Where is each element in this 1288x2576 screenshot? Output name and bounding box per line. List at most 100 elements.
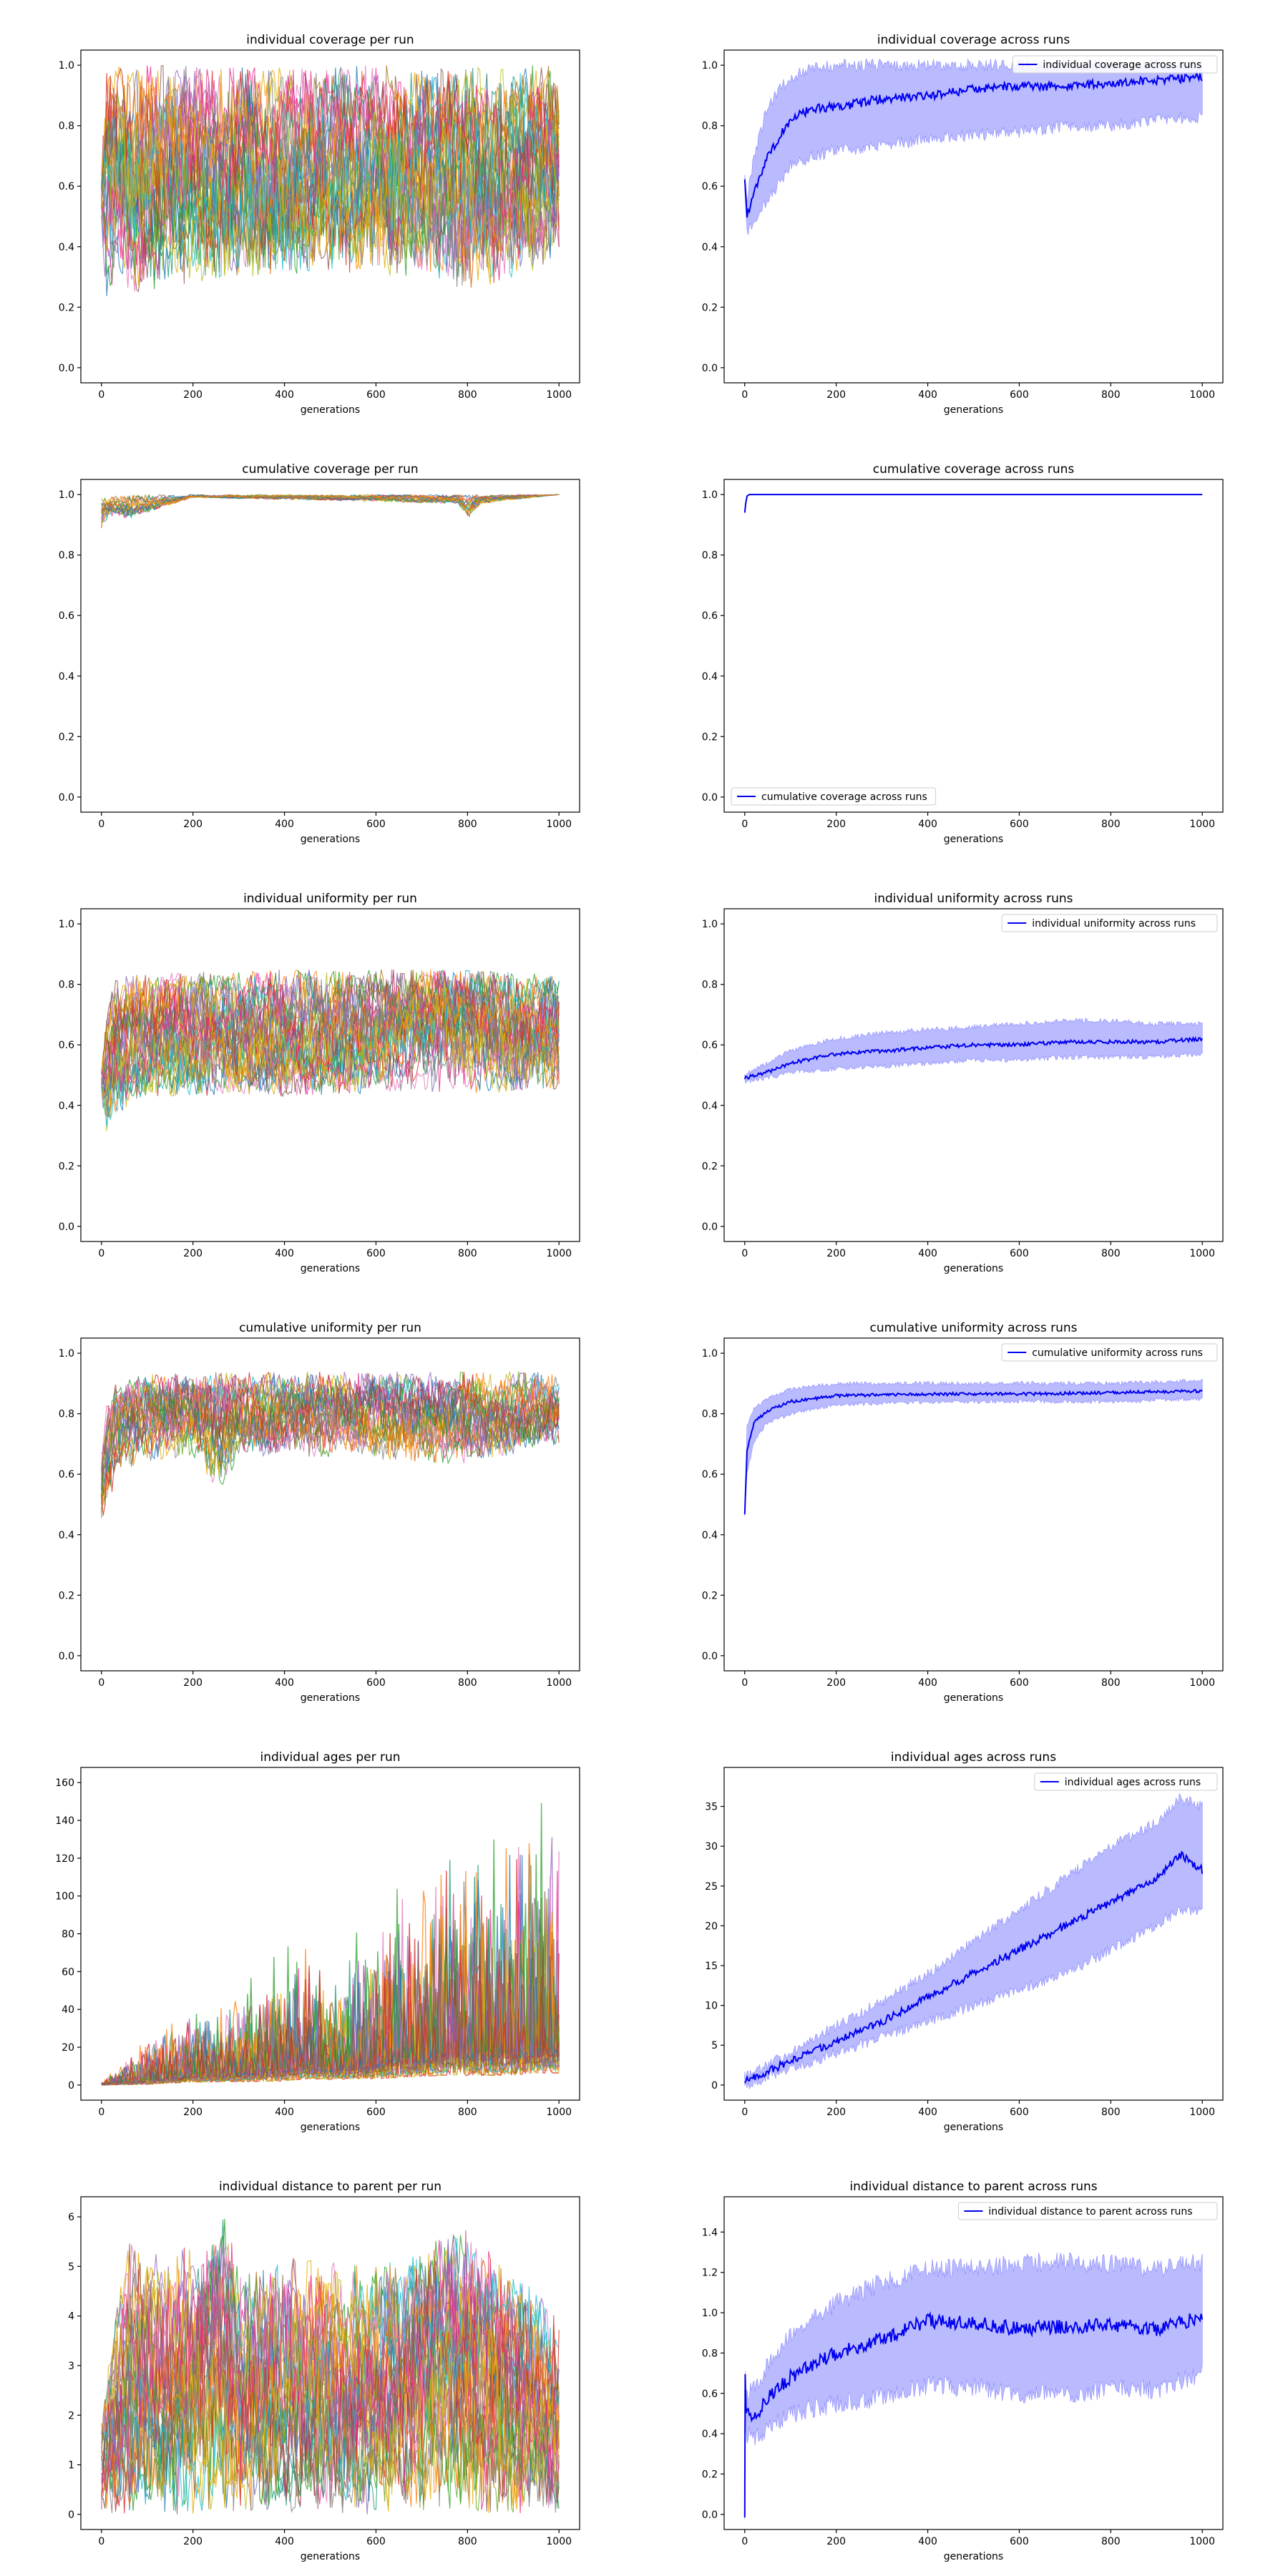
x-tick-label: 800: [458, 2536, 477, 2547]
y-tick-label: 0.6: [702, 610, 718, 622]
y-tick-label: 0.8: [702, 2348, 718, 2359]
run-line: [101, 494, 560, 514]
plot-area: [101, 1802, 560, 2087]
x-tick-label: 600: [366, 819, 386, 830]
x-tick-label: 200: [183, 389, 203, 401]
x-tick-label: 200: [826, 819, 846, 830]
x-tick-label: 0: [741, 1248, 748, 1259]
legend-box: [1012, 55, 1218, 74]
x-axis-label: generations: [944, 404, 1003, 416]
mean-line: [743, 70, 1203, 218]
y-tick-label: 25: [705, 1881, 718, 1893]
x-tick-label: 0: [98, 1248, 104, 1259]
axes-frame: [80, 1767, 580, 2101]
plot-area: [743, 1792, 1204, 2090]
confidence-band: [744, 1018, 1203, 1084]
run-line: [101, 494, 560, 515]
y-tick-label: 0.0: [702, 792, 718, 804]
x-tick-label: 0: [741, 1677, 748, 1689]
x-tick-label: 400: [918, 1248, 937, 1259]
x-axis-label: generations: [301, 2551, 360, 2562]
y-tick-label: 100: [55, 1891, 74, 1903]
y-tick-label: 0.4: [702, 2429, 718, 2440]
x-tick-label: 600: [366, 1677, 386, 1689]
run-line: [101, 2247, 560, 2507]
x-tick-label: 200: [826, 1248, 846, 1259]
run-line: [101, 494, 560, 526]
y-tick-label: 0.0: [59, 792, 74, 804]
y-tick-label: 0: [68, 2509, 74, 2521]
y-tick-label: 6: [68, 2212, 74, 2223]
x-tick-label: 200: [826, 2107, 846, 2118]
axes-frame: [80, 49, 580, 384]
y-tick-label: 0.0: [702, 1651, 718, 1662]
legend-box: [1001, 914, 1218, 932]
confidence-band: [744, 1792, 1203, 2090]
y-tick-label: 0.4: [702, 1530, 718, 1541]
plot-area: [101, 494, 560, 529]
legend: individual uniformity across runs: [1001, 914, 1218, 932]
y-tick-label: 0.4: [59, 1530, 74, 1541]
y-tick-label: 0.2: [702, 302, 718, 313]
x-tick-label: 600: [1010, 2536, 1029, 2547]
y-tick-label: 0.2: [702, 2469, 718, 2481]
y-tick-label: 0.8: [59, 550, 74, 562]
y-tick-label: 1: [68, 2460, 74, 2472]
y-tick-label: 5: [711, 2040, 718, 2051]
y-tick-label: 3: [68, 2361, 74, 2372]
run-line: [101, 969, 560, 1127]
y-tick-label: 1.0: [702, 1348, 718, 1360]
mean-line: [743, 1035, 1204, 1080]
run-line: [101, 65, 560, 292]
y-tick-label: 0.0: [59, 1221, 74, 1233]
y-tick-label: 0.2: [59, 731, 74, 743]
x-tick-label: 200: [183, 1248, 203, 1259]
x-tick-label: 0: [98, 2536, 104, 2547]
x-tick-label: 0: [98, 2107, 104, 2118]
y-tick-label: 0.6: [59, 181, 74, 192]
run-line: [101, 1372, 560, 1491]
chart-title: individual ages per run: [260, 1750, 400, 1765]
y-tick-label: 0.8: [702, 550, 718, 562]
run-line: [101, 2230, 560, 2509]
plot-area: [743, 2252, 1204, 2519]
y-tick-label: 0.4: [702, 242, 718, 253]
y-tick-label: 0.4: [59, 242, 74, 253]
run-line: [101, 70, 560, 277]
y-tick-label: 1.0: [59, 60, 74, 72]
x-tick-label: 0: [98, 389, 104, 401]
chart-title: cumulative uniformity across runs: [870, 1321, 1078, 1335]
mean-line: [743, 1388, 1203, 1515]
y-tick-label: 0.2: [702, 1590, 718, 1601]
x-tick-label: 800: [458, 819, 477, 830]
x-tick-label: 1000: [1189, 1677, 1215, 1689]
y-tick-label: 0.0: [702, 363, 718, 374]
y-tick-label: 0.8: [59, 980, 74, 991]
legend: cumulative uniformity across runs: [1001, 1343, 1218, 1362]
axes-frame: [80, 908, 580, 1242]
run-line: [101, 69, 560, 281]
x-tick-label: 400: [275, 2536, 294, 2547]
x-axis-label: generations: [301, 834, 360, 845]
x-tick-label: 1000: [546, 2107, 572, 2118]
x-tick-label: 400: [918, 1677, 937, 1689]
y-tick-label: 40: [62, 2004, 74, 2016]
x-tick-label: 600: [1010, 1248, 1029, 1259]
x-tick-label: 800: [458, 1248, 477, 1259]
y-tick-label: 0.0: [702, 2509, 718, 2521]
legend: individual distance to parent across run…: [957, 2202, 1218, 2220]
legend: cumulative coverage across runs: [731, 787, 937, 806]
run-line: [101, 973, 560, 1093]
y-tick-label: 0.4: [59, 1101, 74, 1112]
x-tick-label: 200: [183, 2107, 203, 2118]
x-tick-label: 200: [826, 1677, 846, 1689]
x-tick-label: 1000: [1189, 819, 1215, 830]
x-tick-label: 600: [1010, 2107, 1029, 2118]
x-tick-label: 400: [918, 2536, 937, 2547]
plot-area: [743, 1018, 1204, 1084]
subplot-individual-ages-across-runs: individual ages across runs generations 0 2…: [705, 1750, 1224, 2133]
run-line: [101, 1903, 560, 2086]
legend-label: cumulative coverage across runs: [761, 791, 927, 803]
